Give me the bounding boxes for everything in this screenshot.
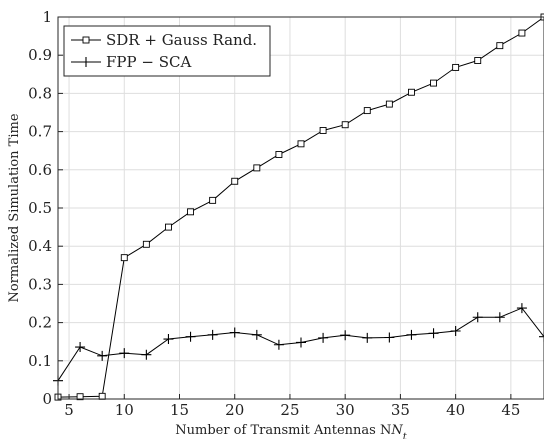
x-tick-label: 20 <box>225 401 244 419</box>
legend-marker <box>82 36 90 44</box>
series-fpp-sca <box>53 303 544 386</box>
y-tick-label: 0.4 <box>28 237 52 255</box>
y-axis-title: Normalized Simulation Time <box>7 113 22 302</box>
data-point <box>187 208 194 216</box>
data-point <box>384 332 395 343</box>
data-point <box>120 254 128 262</box>
data-point <box>231 177 239 185</box>
y-tick-label: 0.1 <box>28 352 52 370</box>
legend-item: FPP − SCA <box>71 53 191 71</box>
x-tick-label: 30 <box>336 401 355 419</box>
data-point <box>408 88 415 96</box>
data-point <box>341 121 349 129</box>
data-point <box>430 79 437 87</box>
data-point <box>275 151 283 158</box>
data-point <box>450 326 461 337</box>
data-point <box>319 127 327 134</box>
data-point <box>494 312 505 323</box>
data-point <box>472 312 483 323</box>
data-point <box>362 332 373 343</box>
data-point <box>209 196 217 204</box>
data-point <box>207 329 218 340</box>
data-point <box>363 107 371 115</box>
y-tick-label: 0 <box>42 390 52 408</box>
data-point <box>406 329 417 340</box>
y-tick-label: 0.3 <box>28 275 52 293</box>
data-point <box>142 240 150 248</box>
data-point <box>229 327 240 338</box>
data-point <box>185 331 196 342</box>
y-tick-label: 0.7 <box>28 123 52 141</box>
data-point <box>273 339 284 350</box>
data-point <box>119 348 130 359</box>
data-point <box>518 29 526 37</box>
data-point <box>474 57 482 64</box>
data-point <box>297 140 305 148</box>
y-tick-label: 0.8 <box>28 84 52 102</box>
grid <box>58 16 544 400</box>
data-point <box>251 329 262 340</box>
legend-label: SDR + Gauss Rand. <box>106 31 257 49</box>
legend-item: SDR + Gauss Rand. <box>71 31 257 49</box>
data-point <box>163 334 174 345</box>
y-tick-label: 1 <box>42 8 52 26</box>
x-tick-label: 10 <box>115 401 134 419</box>
x-tick-label: 35 <box>391 401 410 419</box>
x-axis-title: Number of Transmit Antennas NNt <box>175 423 407 439</box>
data-point <box>539 331 544 342</box>
x-tick-label: 25 <box>280 401 299 419</box>
legend: SDR + Gauss Rand. FPP − SCA <box>63 25 271 77</box>
data-point <box>296 337 306 348</box>
y-tick-label: 0.6 <box>28 161 52 179</box>
data-point <box>253 164 261 172</box>
data-point <box>141 349 152 360</box>
data-point <box>75 342 86 353</box>
series-layer <box>53 13 544 401</box>
x-axis-title-symbol: N <box>390 423 403 438</box>
data-point <box>97 350 108 361</box>
series-sdr-gauss <box>54 13 544 401</box>
x-tick-label: 45 <box>501 401 520 419</box>
data-point <box>385 100 393 108</box>
x-axis-title-main: Number of Transmit Antennas N <box>175 423 391 438</box>
x-tick-label: 5 <box>64 401 74 419</box>
x-axis-title-subscript: t <box>403 432 408 439</box>
y-tick-label: 0.2 <box>28 314 52 332</box>
data-point <box>452 63 460 71</box>
y-tick-label: 0.9 <box>28 46 52 64</box>
data-point <box>340 330 351 341</box>
legend-marker <box>81 57 91 67</box>
data-point <box>98 392 106 400</box>
legend-label: FPP − SCA <box>106 53 191 71</box>
data-point <box>165 223 172 231</box>
data-point <box>318 332 329 343</box>
data-point <box>516 303 527 314</box>
data-point <box>496 42 504 50</box>
y-tick-label: 0.5 <box>28 199 52 217</box>
data-point <box>428 328 439 339</box>
x-tick-label: 40 <box>446 401 465 419</box>
data-point <box>76 393 84 401</box>
axis-ticks: 5 10 15 20 25 30 35 40 45 0 0.1 0.2 0.3 0.4 0.5 0.6 0.7 0… <box>28 8 520 419</box>
legend-box <box>63 25 271 77</box>
x-tick-label: 15 <box>170 401 189 419</box>
